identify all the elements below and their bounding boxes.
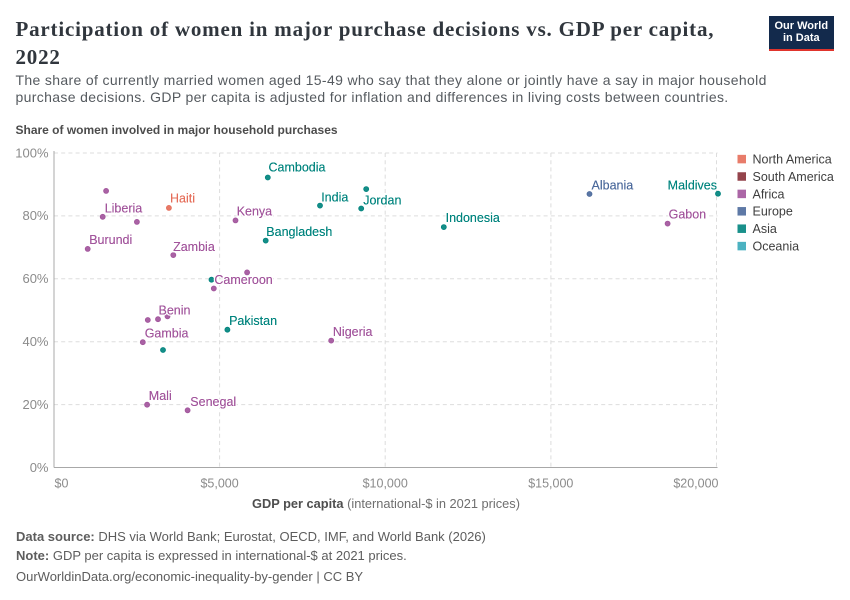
svg-text:Haiti: Haiti bbox=[170, 192, 195, 206]
svg-text:Senegal: Senegal bbox=[190, 395, 236, 409]
svg-text:Kenya: Kenya bbox=[237, 205, 272, 219]
svg-text:$0: $0 bbox=[55, 476, 69, 490]
svg-text:Zambia: Zambia bbox=[173, 240, 215, 254]
svg-text:Cambodia: Cambodia bbox=[269, 161, 326, 175]
svg-text:40%: 40% bbox=[22, 334, 48, 349]
svg-text:Senegal: Senegal bbox=[190, 395, 236, 409]
svg-text:Gabon: Gabon bbox=[669, 208, 707, 222]
svg-text:$20,000: $20,000 bbox=[673, 476, 718, 490]
svg-text:Maldives: Maldives bbox=[668, 179, 717, 193]
svg-text:North America: North America bbox=[753, 153, 832, 167]
svg-text:60%: 60% bbox=[22, 271, 48, 286]
svg-text:Liberia: Liberia bbox=[105, 202, 143, 216]
svg-text:Haiti: Haiti bbox=[170, 192, 195, 206]
svg-text:India: India bbox=[321, 190, 348, 204]
svg-text:Burundi: Burundi bbox=[89, 233, 132, 247]
svg-text:Cambodia: Cambodia bbox=[269, 161, 326, 175]
svg-text:Nigeria: Nigeria bbox=[333, 325, 373, 339]
svg-text:India: India bbox=[321, 190, 348, 204]
svg-text:$10,000: $10,000 bbox=[363, 476, 408, 490]
svg-text:Benin: Benin bbox=[159, 304, 191, 318]
svg-text:80%: 80% bbox=[22, 208, 48, 223]
svg-text:Oceania: Oceania bbox=[753, 240, 800, 254]
svg-text:Gambia: Gambia bbox=[145, 327, 189, 341]
svg-text:100%: 100% bbox=[15, 145, 49, 160]
svg-text:Indonesia: Indonesia bbox=[446, 211, 500, 225]
svg-text:Cameroon: Cameroon bbox=[214, 273, 272, 287]
svg-text:Albania: Albania bbox=[592, 179, 634, 193]
svg-text:Gabon: Gabon bbox=[669, 208, 707, 222]
svg-text:$15,000: $15,000 bbox=[528, 476, 573, 490]
svg-text:Nigeria: Nigeria bbox=[333, 325, 373, 339]
svg-text:Pakistan: Pakistan bbox=[229, 314, 277, 328]
svg-text:Maldives: Maldives bbox=[668, 179, 717, 193]
svg-text:Gambia: Gambia bbox=[145, 327, 189, 341]
svg-text:Mali: Mali bbox=[149, 389, 172, 403]
svg-text:Bangladesh: Bangladesh bbox=[266, 225, 332, 239]
svg-text:Asia: Asia bbox=[753, 222, 777, 236]
svg-text:Liberia: Liberia bbox=[105, 202, 143, 216]
svg-text:Benin: Benin bbox=[159, 304, 191, 318]
svg-text:Bangladesh: Bangladesh bbox=[266, 225, 332, 239]
svg-text:Jordan: Jordan bbox=[363, 193, 401, 207]
svg-text:Burundi: Burundi bbox=[89, 233, 132, 247]
svg-text:Indonesia: Indonesia bbox=[446, 211, 500, 225]
svg-text:20%: 20% bbox=[22, 397, 48, 412]
svg-text:Jordan: Jordan bbox=[363, 193, 401, 207]
svg-text:0%: 0% bbox=[30, 460, 49, 475]
svg-text:Europe: Europe bbox=[753, 205, 793, 219]
svg-text:Pakistan: Pakistan bbox=[229, 314, 277, 328]
svg-text:Albania: Albania bbox=[592, 179, 634, 193]
svg-text:Kenya: Kenya bbox=[237, 205, 272, 219]
svg-text:GDP per capita (international-: GDP per capita (international-$ in 2021 … bbox=[252, 496, 520, 511]
svg-text:Zambia: Zambia bbox=[173, 240, 215, 254]
svg-text:South America: South America bbox=[753, 170, 834, 184]
svg-text:$5,000: $5,000 bbox=[200, 476, 238, 490]
svg-text:Mali: Mali bbox=[149, 389, 172, 403]
svg-text:Africa: Africa bbox=[753, 187, 785, 201]
svg-text:Cameroon: Cameroon bbox=[214, 273, 272, 287]
